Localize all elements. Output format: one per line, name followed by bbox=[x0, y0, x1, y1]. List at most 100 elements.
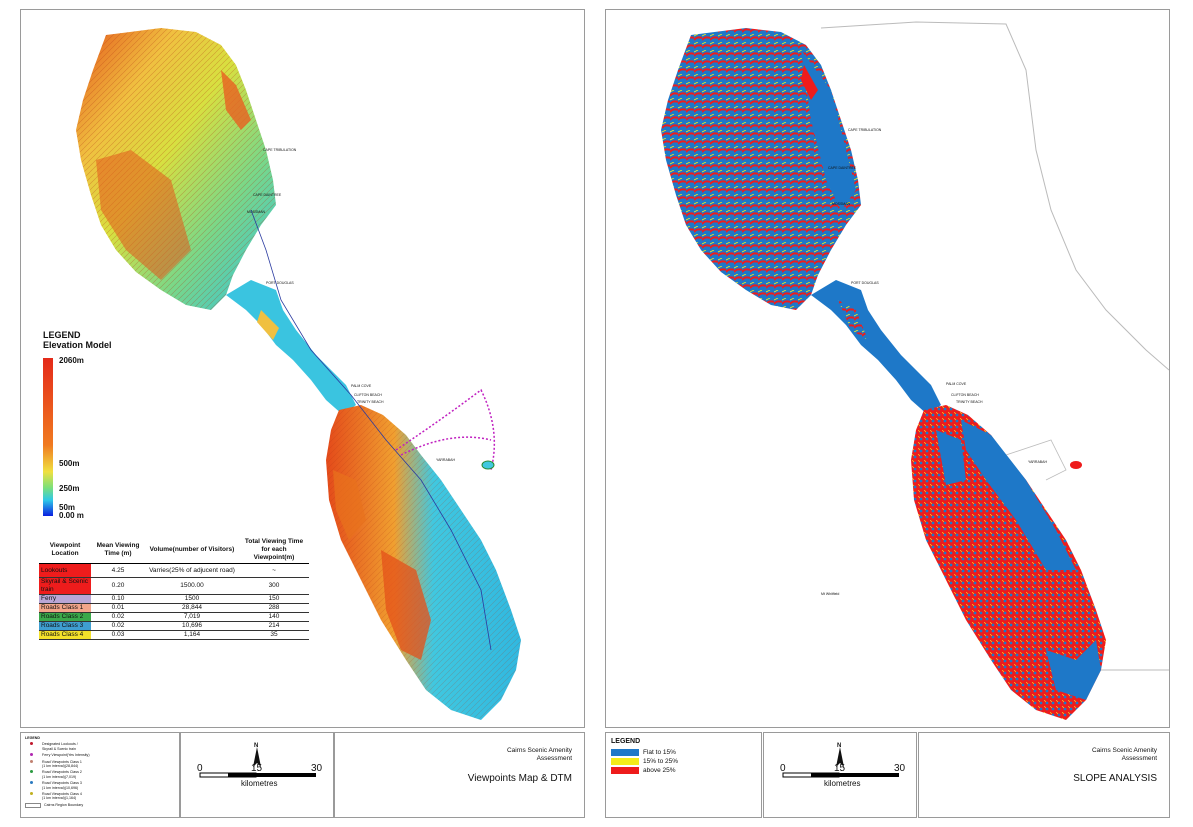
elevation-label: 50m bbox=[59, 503, 76, 512]
title-box-right: Cairns Scenic Amenity Assessment SLOPE A… bbox=[918, 732, 1170, 818]
slope-map bbox=[661, 21, 1169, 720]
scale-unit: kilometres bbox=[824, 779, 861, 788]
table-cell: 4.25 bbox=[91, 563, 145, 578]
elevation-label: 0.00 m bbox=[59, 511, 84, 520]
scale-box-right: N 0 15 30 kilometres bbox=[763, 732, 917, 818]
table-header: Volume(number of Visitors) bbox=[145, 537, 239, 564]
table-cell-location: Roads Class 4 bbox=[39, 630, 91, 640]
small-legend-label: Road Viewpoints Class 3 (1 km interval)(… bbox=[42, 781, 82, 790]
table-cell: 1,164 bbox=[145, 630, 239, 640]
small-legend-item: Cairns Region Boundary bbox=[25, 802, 175, 808]
table-cell: 214 bbox=[239, 621, 309, 631]
table-cell: 35 bbox=[239, 630, 309, 640]
coastal-strip bbox=[226, 280, 356, 415]
place-label: CLIFTON BEACH bbox=[354, 393, 382, 397]
scale-label: 0 bbox=[197, 763, 203, 774]
table-cell: 7,019 bbox=[145, 612, 239, 622]
scale-bar bbox=[782, 747, 899, 778]
slope-legend-title: LEGEND bbox=[611, 738, 641, 745]
table-cell-location: Roads Class 2 bbox=[39, 612, 91, 622]
table-cell-location: Roads Class 3 bbox=[39, 621, 91, 631]
place-label: YARRABAH bbox=[436, 458, 455, 462]
place-label: MOSSMAN bbox=[832, 202, 851, 206]
place-label: TRINITY BEACH bbox=[956, 400, 983, 404]
small-legend-item: Road Viewpoints Class 1 (1 km interval)(… bbox=[25, 759, 175, 769]
table-cell: 0.10 bbox=[91, 594, 145, 604]
legend-marker bbox=[25, 770, 39, 774]
elevation-colorbar bbox=[43, 358, 53, 516]
place-label: PALM COVE bbox=[946, 382, 967, 386]
scale-box-left: N 0 15 30 kilometres bbox=[180, 732, 334, 818]
place-label: PORT DOUGLAS bbox=[851, 281, 879, 285]
viewpoints-legend-box: LEGEND Designated Lookouts / Skyrail & S… bbox=[20, 732, 180, 818]
place-label: YARRABAH bbox=[1028, 460, 1047, 464]
table-row: Skyrail & Scenic train 0.20 1500.00 300 bbox=[39, 577, 309, 595]
table-cell: 28,844 bbox=[145, 603, 239, 613]
elevation-label: 2060m bbox=[59, 356, 84, 365]
swatch bbox=[611, 749, 639, 756]
small-legend-item: Road Viewpoints Class 4 (1 km interval)(… bbox=[25, 792, 175, 801]
table-header: Mean Viewing Time (m) bbox=[91, 537, 145, 564]
table-header: Total Viewing Time for each Viewpoint(m) bbox=[239, 537, 309, 564]
table-cell: Varries(25% of adjucent road) bbox=[145, 563, 239, 578]
map-title: Viewpoints Map & DTM bbox=[467, 773, 572, 784]
legend-marker bbox=[25, 759, 39, 764]
table-cell: 0.02 bbox=[91, 612, 145, 622]
table-cell-location: Roads Class 1 bbox=[39, 603, 91, 613]
slope-legend-box: LEGEND Flat to 15% 15% to 25% above 25% bbox=[605, 732, 762, 818]
scale-label: 15 bbox=[834, 763, 846, 774]
place-label: CAPE TRIBULATION bbox=[848, 128, 882, 132]
viewpoint-table: Viewpoint Location Mean Viewing Time (m)… bbox=[39, 537, 309, 640]
swatch bbox=[611, 758, 639, 765]
project-title: Cairns Scenic Amenity Assessment bbox=[1091, 747, 1157, 762]
elevation-map bbox=[76, 28, 521, 720]
legend-marker bbox=[25, 781, 39, 785]
scale-label: 30 bbox=[311, 763, 323, 774]
scale-label: 15 bbox=[251, 763, 263, 774]
north-arrow: N bbox=[254, 743, 259, 749]
elevation-label: 500m bbox=[59, 459, 80, 468]
table-cell-location: Skyrail & Scenic train bbox=[39, 577, 91, 595]
table-cell: 10,696 bbox=[145, 621, 239, 631]
table-cell: 1500.00 bbox=[145, 577, 239, 595]
table-cell: 1500 bbox=[145, 594, 239, 604]
scale-label: 0 bbox=[780, 763, 786, 774]
legend-marker bbox=[25, 742, 39, 746]
table-header: Viewpoint Location bbox=[39, 537, 91, 564]
title-box-left: Cairns Scenic Amenity Assessment Viewpoi… bbox=[334, 732, 585, 818]
small-legend-item: Ferry Viewpoint(Yes Intensity) bbox=[25, 753, 175, 757]
slope-map-panel: CAPE TRIBULATION CAPE DAINTREE MOSSMAN P… bbox=[605, 9, 1170, 728]
table-cell: 288 bbox=[239, 603, 309, 613]
table-row: Roads Class 4 0.03 1,164 35 bbox=[39, 630, 309, 640]
small-legend-label: Road Viewpoints Class 4 (1 km interval)(… bbox=[42, 792, 82, 801]
small-legend-label: Road Viewpoints Class 2 (1 km interval)(… bbox=[42, 770, 82, 779]
table-row: Roads Class 3 0.02 10,696 214 bbox=[39, 621, 309, 631]
small-legend-label: Road Viewpoints Class 1 (1 km interval)(… bbox=[42, 759, 82, 769]
elevation-legend-title: LEGEND bbox=[43, 330, 81, 340]
slope-legend-item: 15% to 25% bbox=[611, 757, 678, 766]
table-cell: 0.01 bbox=[91, 603, 145, 613]
place-label: CAPE DAINTREE bbox=[253, 193, 282, 197]
table-cell: 150 bbox=[239, 594, 309, 604]
place-label: CLIFTON BEACH bbox=[951, 393, 979, 397]
elevation-map-panel: CAPE TRIBULATION CAPE DAINTREE MOSSMAN P… bbox=[20, 9, 585, 728]
slope-legend-item: above 25% bbox=[611, 766, 678, 775]
project-title: Cairns Scenic Amenity Assessment bbox=[506, 747, 572, 762]
place-label: CAPE TRIBULATION bbox=[263, 148, 297, 152]
elevation-label: 250m bbox=[59, 484, 80, 493]
legend-marker bbox=[25, 753, 39, 757]
table-cell: 0.03 bbox=[91, 630, 145, 640]
small-legend-item: Road Viewpoints Class 2 (1 km interval)(… bbox=[25, 770, 175, 779]
small-legend-item: Road Viewpoints Class 3 (1 km interval)(… bbox=[25, 781, 175, 790]
north-arrow: N bbox=[837, 743, 842, 749]
legend-marker bbox=[25, 792, 39, 796]
small-legend-title: LEGEND bbox=[25, 736, 40, 740]
table-row: Ferry 0.10 1500 150 bbox=[39, 594, 309, 604]
slope-legend-item: Flat to 15% bbox=[611, 748, 678, 757]
table-cell-location: Ferry bbox=[39, 594, 91, 604]
place-label: CAPE DAINTREE bbox=[828, 166, 857, 170]
small-legend-label: Ferry Viewpoint(Yes Intensity) bbox=[42, 753, 90, 758]
table-row: Lookouts 4.25 Varries(25% of adjucent road… bbox=[39, 563, 309, 578]
place-label: TRINITY BEACH bbox=[357, 400, 384, 404]
table-cell: 0.20 bbox=[91, 577, 145, 595]
